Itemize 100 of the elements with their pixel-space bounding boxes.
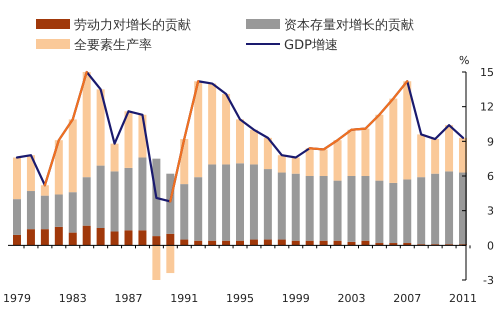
bar [208,164,216,241]
bar [306,176,314,241]
bar [13,234,21,246]
y-tick-label: -3 [483,274,494,287]
bar [26,229,35,246]
x-tick-label: 2007 [393,292,422,305]
bar [375,114,384,181]
bar [264,240,272,246]
y-tick-label: 12 [480,100,494,114]
bar [180,240,188,246]
bar [208,240,216,246]
legend-label: GDP增速 [284,38,338,53]
x-tick-label: 2011 [449,292,477,305]
bar [124,168,132,230]
bar [82,177,91,226]
bar [54,226,63,246]
bar [110,231,119,246]
bar [222,164,230,241]
bar [54,140,63,194]
bar [26,155,35,192]
bar [26,191,35,230]
bar [138,158,146,230]
bar [194,177,202,241]
bar [138,230,146,246]
bar [166,234,174,246]
bar [82,226,91,246]
bar [68,119,77,192]
bar [124,111,132,168]
bar [403,179,412,244]
x-tick-label: 1999 [282,292,310,305]
bar [348,176,356,242]
x-tick-label: 1991 [170,292,198,305]
bar [320,176,328,241]
y-tick-label: 6 [487,170,494,183]
x-tick-label: 1987 [114,292,142,305]
bar [222,240,230,246]
bar [445,171,454,244]
bar [222,94,230,164]
bar [403,81,412,180]
bar [82,72,91,178]
bar [236,119,244,164]
bar [96,166,105,228]
y-axis-title: % [459,54,470,67]
x-tick-label: 1979 [3,292,31,305]
y-tick-label: 0 [487,239,494,252]
bar [389,98,398,183]
bar [348,130,356,176]
x-tick-label: 1995 [226,292,254,305]
y-tick-label: 3 [487,204,494,218]
bar [459,172,467,244]
bar [236,163,244,241]
bar [152,236,160,246]
bar [278,240,286,246]
bar [292,158,300,174]
legend-label: 劳动力对增长的贡献 [74,18,191,33]
y-tick-label: 9 [487,135,494,148]
bar [68,192,77,233]
bar [40,229,49,246]
bar [306,240,314,246]
bar [194,240,202,246]
bar [292,174,300,241]
bar [334,140,342,181]
bar [68,232,77,246]
bar [250,164,258,240]
legend-label: 全要素生产率 [74,37,152,53]
bar [110,144,119,172]
bar [54,194,63,227]
bar [208,84,216,164]
bar [361,240,370,246]
bar [389,182,398,244]
bar [431,139,440,174]
bar [152,158,160,236]
bar [417,134,426,178]
bar [375,180,384,244]
bar [236,240,244,246]
bar [361,176,370,241]
bar [292,240,300,246]
bar [306,148,314,176]
bar [180,184,188,240]
bar [361,128,370,176]
bar [40,185,49,196]
bar [13,158,21,200]
bar [334,240,342,246]
bar [13,199,21,235]
bar [320,149,328,176]
y-tick-label: 15 [480,66,494,79]
bar [417,177,426,244]
x-tick-label: 1983 [58,292,87,305]
bar [334,180,342,241]
bar [445,125,454,172]
bar [194,81,202,178]
bar [96,228,105,246]
bar [40,196,49,230]
bar [264,138,272,170]
bar [110,171,119,232]
bar [320,240,328,246]
bar [250,130,258,164]
x-tick-label: 2003 [338,292,366,305]
bar [96,89,105,166]
bar [250,240,258,246]
